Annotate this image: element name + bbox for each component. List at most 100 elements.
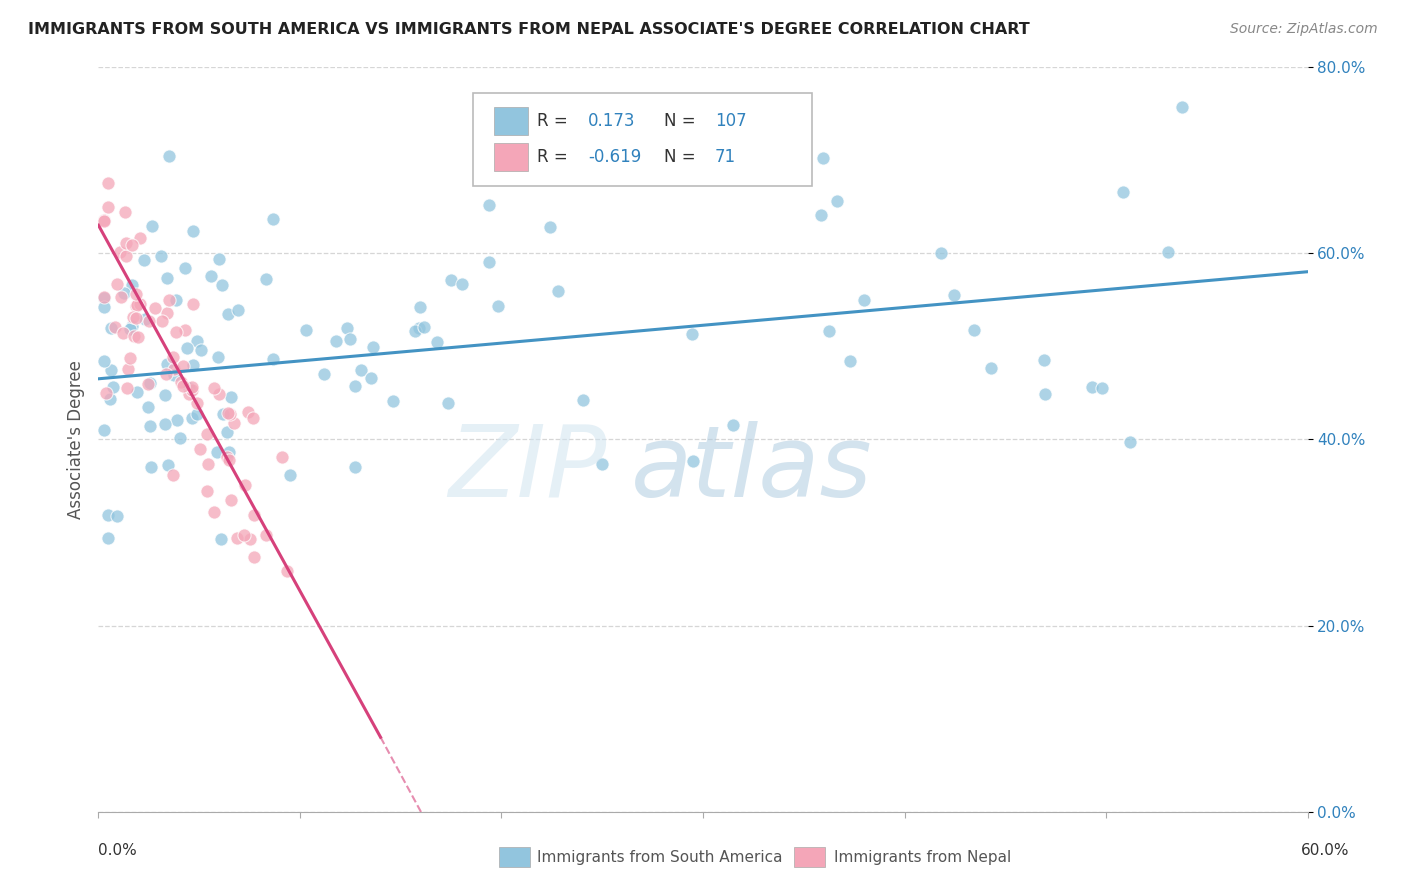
Point — [226, 531, 249, 545]
Point — [180, 411, 202, 425]
Point — [179, 386, 201, 401]
Point — [93, 291, 115, 305]
Point — [156, 458, 179, 473]
Point — [124, 299, 146, 313]
Point — [212, 408, 235, 422]
Point — [222, 417, 245, 431]
Point — [181, 359, 204, 373]
Point — [176, 342, 198, 356]
Text: N =: N = — [664, 148, 696, 166]
Point — [243, 508, 266, 522]
Point — [723, 418, 745, 433]
Point — [980, 360, 1002, 375]
Point — [239, 533, 262, 547]
Point — [236, 405, 259, 419]
Point — [278, 468, 301, 483]
Bar — [494, 107, 527, 136]
Point — [136, 400, 159, 414]
Point — [478, 254, 501, 268]
Text: ZIP: ZIP — [449, 421, 606, 517]
Point — [413, 319, 436, 334]
Point — [156, 271, 179, 285]
Point — [1081, 380, 1104, 394]
Point — [217, 406, 239, 420]
Point — [104, 319, 127, 334]
Point — [233, 528, 256, 542]
Point — [195, 427, 218, 442]
Bar — [494, 143, 527, 171]
Point — [163, 361, 186, 376]
Text: IMMIGRANTS FROM SOUTH AMERICA VS IMMIGRANTS FROM NEPAL ASSOCIATE'S DEGREE CORREL: IMMIGRANTS FROM SOUTH AMERICA VS IMMIGRA… — [28, 22, 1029, 37]
Text: 0.0%: 0.0% — [98, 843, 138, 858]
Point — [188, 442, 211, 456]
Point — [122, 329, 145, 343]
Point — [218, 444, 240, 458]
Point — [295, 323, 318, 337]
Point — [125, 287, 148, 301]
Point — [810, 208, 832, 222]
Point — [143, 301, 166, 315]
Point — [197, 457, 219, 471]
Point — [478, 198, 501, 212]
Point — [186, 395, 208, 409]
Point — [121, 278, 143, 293]
Point — [112, 326, 135, 340]
Point — [120, 322, 142, 336]
Point — [97, 508, 120, 523]
Point — [1157, 244, 1180, 259]
Text: R =: R = — [537, 112, 568, 130]
Point — [195, 484, 218, 499]
Point — [181, 379, 204, 393]
Point — [127, 329, 149, 343]
Point — [98, 392, 121, 407]
Point — [97, 200, 120, 214]
Point — [233, 478, 256, 492]
Point — [242, 411, 264, 425]
Point — [190, 343, 212, 358]
Text: Immigrants from Nepal: Immigrants from Nepal — [834, 850, 1011, 864]
Point — [155, 368, 177, 382]
Text: 60.0%: 60.0% — [1302, 843, 1350, 858]
Point — [96, 386, 118, 401]
Point — [110, 290, 132, 304]
Point — [254, 527, 277, 541]
Point — [827, 194, 849, 208]
Point — [547, 284, 569, 298]
Point — [173, 260, 195, 275]
Point — [202, 505, 225, 519]
Point — [440, 273, 463, 287]
Point — [117, 361, 139, 376]
Point — [150, 249, 173, 263]
Point — [215, 450, 238, 464]
Point — [139, 460, 162, 475]
Text: 107: 107 — [716, 112, 747, 130]
Point — [538, 219, 561, 234]
Text: 0.173: 0.173 — [588, 112, 636, 130]
Point — [811, 151, 834, 165]
Point — [838, 353, 860, 368]
Point — [1033, 387, 1056, 401]
Point — [208, 387, 231, 401]
Point — [207, 445, 229, 459]
Point — [963, 323, 986, 337]
Point — [93, 354, 115, 368]
Point — [129, 297, 152, 311]
Point — [125, 310, 148, 325]
Point — [155, 358, 177, 372]
Point — [325, 334, 347, 348]
FancyBboxPatch shape — [474, 93, 811, 186]
Point — [186, 334, 208, 349]
Point — [404, 324, 426, 338]
Point — [929, 246, 952, 260]
Point — [409, 300, 432, 314]
Text: Immigrants from South America: Immigrants from South America — [537, 850, 783, 864]
Point — [159, 293, 181, 307]
Point — [276, 564, 298, 578]
Point — [165, 293, 187, 308]
Point — [1112, 185, 1135, 199]
Point — [215, 425, 238, 439]
Point — [139, 376, 162, 390]
Point — [1119, 435, 1142, 450]
Point — [343, 379, 366, 393]
Point — [408, 321, 430, 335]
